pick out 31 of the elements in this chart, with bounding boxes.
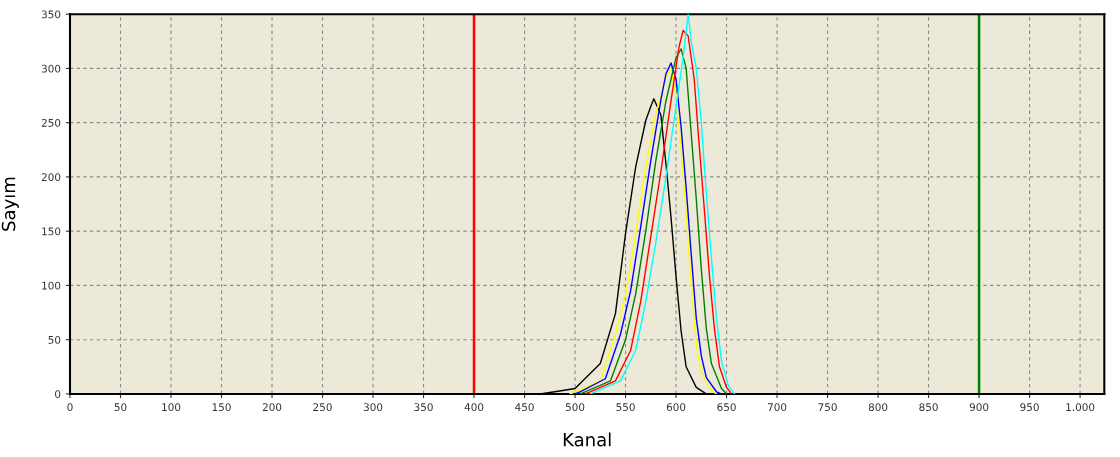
y-tick-label: 50 — [48, 335, 61, 344]
x-tick-label: 900 — [969, 403, 989, 412]
x-tick-label: 750 — [818, 403, 837, 412]
x-tick-label: 550 — [616, 403, 635, 412]
x-tick-label: 700 — [767, 403, 787, 412]
x-tick-label: 1.000 — [1066, 403, 1095, 412]
x-tick-label: 400 — [464, 403, 484, 412]
y-tick-label: 300 — [41, 64, 61, 73]
x-tick-label: 500 — [565, 403, 585, 412]
x-tick-label: 0 — [67, 403, 73, 412]
x-tick-label: 50 — [114, 403, 127, 412]
x-axis-title: Kanal — [563, 432, 611, 447]
x-tick-label: 150 — [212, 403, 231, 412]
x-tick-label: 850 — [919, 403, 938, 412]
x-tick-label: 800 — [868, 403, 888, 412]
x-tick-label: 350 — [414, 403, 433, 412]
x-tick-label: 650 — [717, 403, 736, 412]
x-tick-label: 600 — [666, 403, 686, 412]
y-tick-label: 250 — [41, 118, 61, 127]
y-tick-label: 100 — [42, 281, 61, 290]
x-tick-label: 250 — [313, 403, 332, 412]
x-tick-label: 100 — [162, 403, 181, 412]
y-tick-label: 350 — [41, 10, 61, 19]
y-axis-title: Sayım — [1, 177, 19, 231]
y-tick-label: 200 — [41, 173, 61, 182]
x-tick-label: 300 — [363, 403, 383, 412]
x-tick-label: 450 — [515, 403, 534, 412]
x-tick-label: 200 — [262, 403, 282, 412]
y-tick-label: 0 — [55, 390, 61, 399]
x-tick-label: 950 — [1020, 403, 1039, 412]
y-tick-label: 150 — [42, 227, 61, 236]
